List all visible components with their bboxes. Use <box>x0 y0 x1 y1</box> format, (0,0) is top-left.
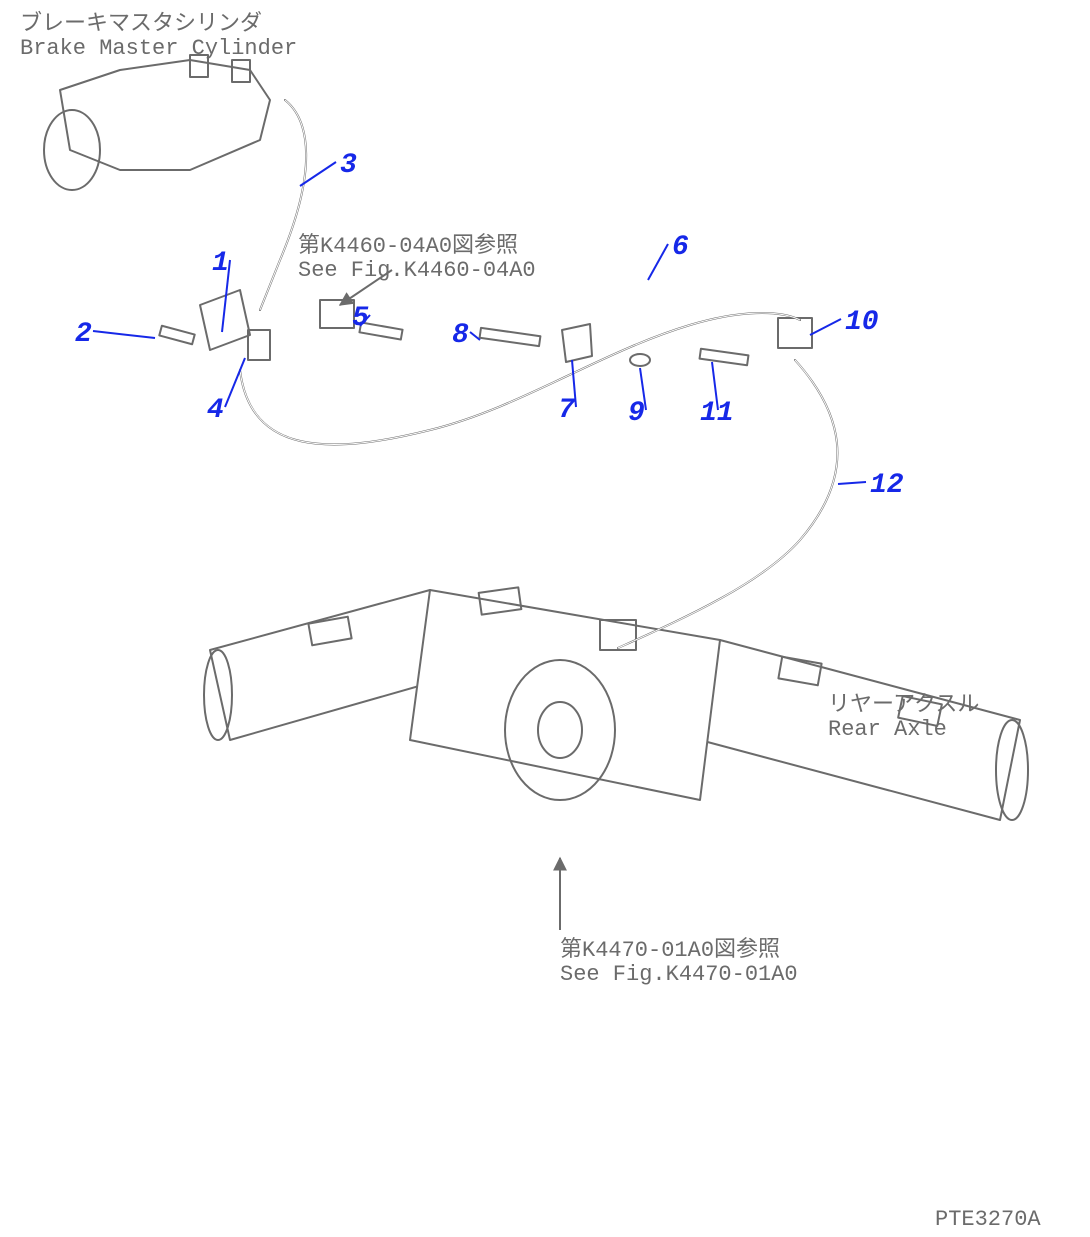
callout-2: 2 <box>75 319 92 351</box>
part-clip-7 <box>562 324 592 362</box>
figure-code: PTE3270A <box>935 1207 1041 1232</box>
callout-5: 5 <box>352 303 369 335</box>
part-bolt-8 <box>480 328 541 346</box>
callout-7: 7 <box>558 395 575 427</box>
label-brake-en: Brake Master Cylinder <box>20 36 297 61</box>
part-bolt-11 <box>700 349 749 366</box>
callout-1: 1 <box>212 248 229 280</box>
part-washer-9 <box>630 354 650 366</box>
callout-8: 8 <box>452 320 469 352</box>
diagram-stage: ブレーキマスタシリンダBrake Master Cylinder 第K4460-0… <box>0 0 1090 1237</box>
leader-12 <box>838 482 866 484</box>
label-rear-en: Rear Axle <box>828 717 947 742</box>
label-rear-jp: リヤーアクスル <box>828 693 979 718</box>
callout-11: 11 <box>700 398 734 430</box>
part-master-cyl <box>60 60 270 170</box>
callout-10: 10 <box>845 307 879 339</box>
line-art <box>0 0 1090 1237</box>
label-ref1-jp: 第K4460-04A0図参照 <box>298 234 518 259</box>
label-ref2-jp: 第K4470-01A0図参照 <box>560 938 780 963</box>
label-brake-jp: ブレーキマスタシリンダ <box>20 12 262 37</box>
leader-6 <box>648 244 668 280</box>
part-axle-tube-l <box>210 590 440 740</box>
callout-9: 9 <box>628 398 645 430</box>
callout-12: 12 <box>870 470 904 502</box>
part-block-10 <box>778 318 812 348</box>
callout-4: 4 <box>207 395 224 427</box>
leader-2 <box>93 331 155 338</box>
callout-3: 3 <box>340 150 357 182</box>
label-ref2-en: See Fig.K4470-01A0 <box>560 962 798 987</box>
part-bolt-2 <box>159 326 194 344</box>
label-ref1-en: See Fig.K4460-04A0 <box>298 258 536 283</box>
part-block-5-ref <box>320 300 354 328</box>
leader-10 <box>810 319 841 335</box>
part-clip-4 <box>248 330 270 360</box>
callout-6: 6 <box>672 232 689 264</box>
leader-8 <box>470 332 480 340</box>
